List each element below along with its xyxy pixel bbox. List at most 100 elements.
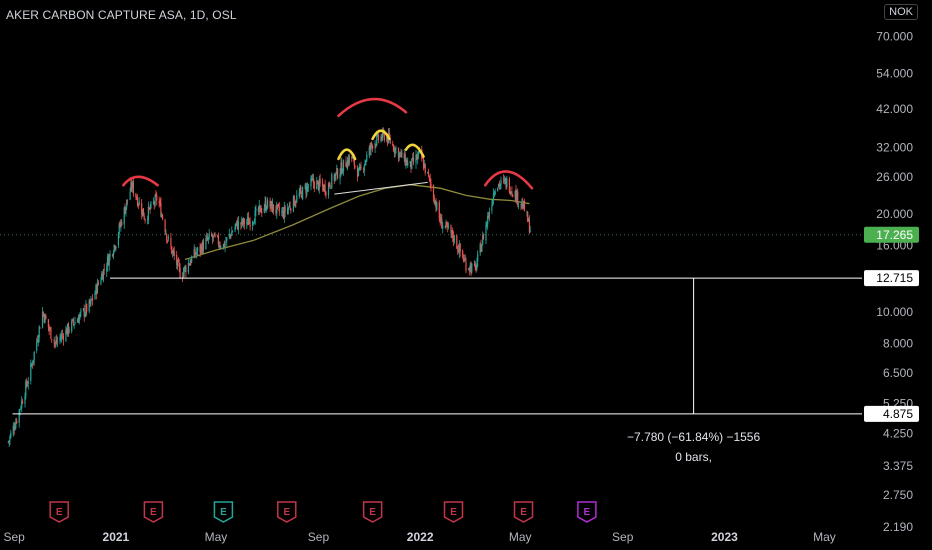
candle-body xyxy=(167,236,169,239)
currency-badge[interactable]: NOK xyxy=(884,4,918,20)
pattern-arc-1[interactable] xyxy=(337,97,408,118)
candle-body xyxy=(124,207,126,214)
candle-body xyxy=(434,201,436,204)
candle-body xyxy=(520,203,522,205)
candle-body xyxy=(56,340,59,342)
candle-body xyxy=(444,225,446,227)
candle-body xyxy=(80,310,82,312)
candle-body xyxy=(517,203,520,205)
earnings-marker[interactable]: E xyxy=(577,501,597,523)
candle-body xyxy=(202,241,204,253)
candle-body xyxy=(211,234,213,236)
candle-body xyxy=(132,181,134,194)
candle-body xyxy=(102,269,104,281)
pattern-arc-0[interactable] xyxy=(122,175,159,187)
candle-body xyxy=(143,216,145,220)
level-badge-0-bg xyxy=(864,270,919,287)
earnings-marker[interactable]: E xyxy=(443,501,464,523)
candle-body xyxy=(228,233,230,237)
candle-body xyxy=(302,187,304,200)
candle-body xyxy=(196,251,198,255)
pattern-arc-3[interactable] xyxy=(371,129,391,141)
candle-body xyxy=(36,341,38,351)
candle-body xyxy=(470,265,472,273)
candle-body xyxy=(380,136,382,142)
candle-body xyxy=(397,147,400,159)
candle-body xyxy=(389,137,391,144)
candle-body xyxy=(235,223,237,226)
earnings-marker[interactable]: E xyxy=(49,501,69,523)
candle-body xyxy=(403,153,405,159)
pattern-arc-2[interactable] xyxy=(337,148,357,161)
earnings-badge-label: E xyxy=(584,507,591,518)
candle-body xyxy=(424,163,426,173)
candle-body xyxy=(147,219,149,221)
candle-body xyxy=(422,159,425,169)
neckline-trendline[interactable] xyxy=(334,181,428,195)
candle-body xyxy=(400,151,402,153)
candle-body xyxy=(50,327,52,339)
candle-body xyxy=(27,381,29,384)
candle-body xyxy=(207,237,209,240)
candle-body xyxy=(115,246,117,250)
candle-body xyxy=(392,144,394,146)
candle-body xyxy=(49,328,51,330)
candle-body xyxy=(377,133,379,135)
candle-body xyxy=(347,158,350,164)
chart-title: AKER CARBON CAPTURE ASA, 1D, OSL xyxy=(6,8,237,22)
candle-body xyxy=(67,323,69,333)
candle-body xyxy=(206,236,208,239)
candle-body xyxy=(220,247,222,249)
candle-body xyxy=(393,149,395,153)
candle-body xyxy=(281,211,283,213)
candle-body xyxy=(387,135,389,143)
candle-body xyxy=(512,194,514,197)
earnings-marker[interactable]: E xyxy=(213,501,234,523)
candle-body xyxy=(497,184,500,187)
candle-body xyxy=(283,207,285,219)
candle-body xyxy=(137,197,139,206)
candle-body xyxy=(392,145,395,151)
candle-body xyxy=(307,186,309,187)
earnings-marker[interactable]: E xyxy=(513,501,534,523)
pattern-arc-5[interactable] xyxy=(483,170,534,190)
candle-body xyxy=(306,185,308,195)
candle-body xyxy=(246,222,248,224)
y-tick-label: 6.500 xyxy=(883,366,913,380)
y-tick-label: 32.000 xyxy=(876,140,913,154)
pattern-arc-4[interactable] xyxy=(404,143,425,158)
candle-body xyxy=(138,201,140,205)
candle-body xyxy=(241,218,243,224)
candle-body xyxy=(423,164,425,168)
candle-body xyxy=(407,161,409,166)
candle-body xyxy=(62,335,64,341)
earnings-marker[interactable]: E xyxy=(277,501,297,523)
candle-body xyxy=(277,204,279,206)
earnings-marker[interactable]: E xyxy=(143,501,164,523)
candle-body xyxy=(179,267,181,278)
candle-body xyxy=(205,238,207,249)
candle-body xyxy=(298,193,300,197)
candle-body xyxy=(457,249,460,254)
candle-body xyxy=(178,262,180,267)
candle-body xyxy=(473,263,475,265)
earnings-marker[interactable]: E xyxy=(362,501,383,523)
candle-body xyxy=(26,380,28,386)
candle-body xyxy=(126,199,128,208)
candle-body xyxy=(191,256,193,263)
candle-body xyxy=(394,147,396,154)
x-tick-label: May xyxy=(509,530,532,544)
candle-body xyxy=(162,215,164,220)
candle-body xyxy=(197,247,199,252)
candle-body xyxy=(485,224,487,241)
candle-body xyxy=(177,258,179,263)
candle-body xyxy=(383,132,385,141)
candle-body xyxy=(333,174,335,181)
candle-body xyxy=(388,132,390,138)
candle-body xyxy=(452,229,454,238)
candle-body xyxy=(165,233,167,234)
candle-body xyxy=(108,255,110,266)
candle-body xyxy=(48,326,50,330)
candle-body xyxy=(61,334,63,339)
